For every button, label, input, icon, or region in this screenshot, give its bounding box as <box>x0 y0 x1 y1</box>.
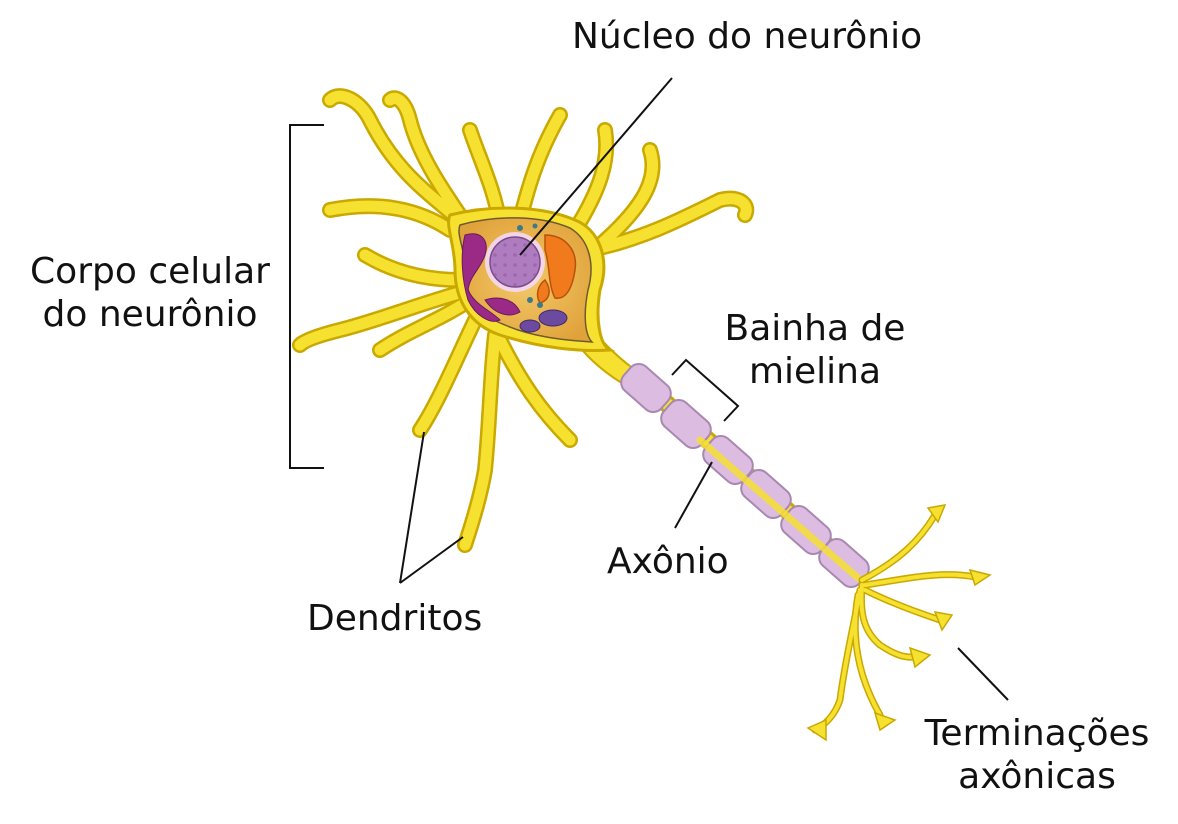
dendrites-leader-2 <box>399 536 464 584</box>
nucleus-leader <box>519 77 673 256</box>
cell-body-label-line2: do neurônio <box>42 294 258 336</box>
cell-body-label: Corpo celular do neurônio <box>20 250 280 336</box>
axon-leader <box>674 461 713 529</box>
myelin-bracket <box>671 358 740 422</box>
leader-lines <box>289 77 1009 701</box>
terminal-bulb <box>873 711 897 732</box>
cell-body <box>447 206 616 352</box>
axon-terminals <box>806 504 992 742</box>
mitochondria <box>536 234 577 304</box>
myelin-label-line2: mielina <box>748 351 882 393</box>
nucleus-label: Núcleo do neurônio <box>572 16 923 57</box>
dendrites-label: Dendritos <box>307 598 483 639</box>
cell-body-label-line1: Corpo celular <box>30 251 270 292</box>
dendrites-leader-1 <box>399 431 425 584</box>
terminal-bulb <box>908 646 932 669</box>
terminal-bulb <box>933 611 954 632</box>
terminal-bulb <box>926 504 947 524</box>
myelin-segment <box>620 362 672 414</box>
terminal-bulb <box>968 568 992 587</box>
cell-body-bracket <box>289 124 324 469</box>
terminals-label-line2: axônicas <box>958 756 1116 798</box>
axon-label: Axônio <box>607 541 729 582</box>
terminals-leader <box>957 647 1009 701</box>
rough-er <box>461 233 521 322</box>
terminal-bulb <box>806 718 827 742</box>
myelin-label: Bainha de mielina <box>700 307 930 393</box>
terminals-label: Terminações axônicas <box>908 712 1166 798</box>
dendrites-group <box>292 88 755 553</box>
myelin-label-line1: Bainha de <box>724 308 906 349</box>
terminals-label-line1: Terminações <box>924 713 1150 754</box>
